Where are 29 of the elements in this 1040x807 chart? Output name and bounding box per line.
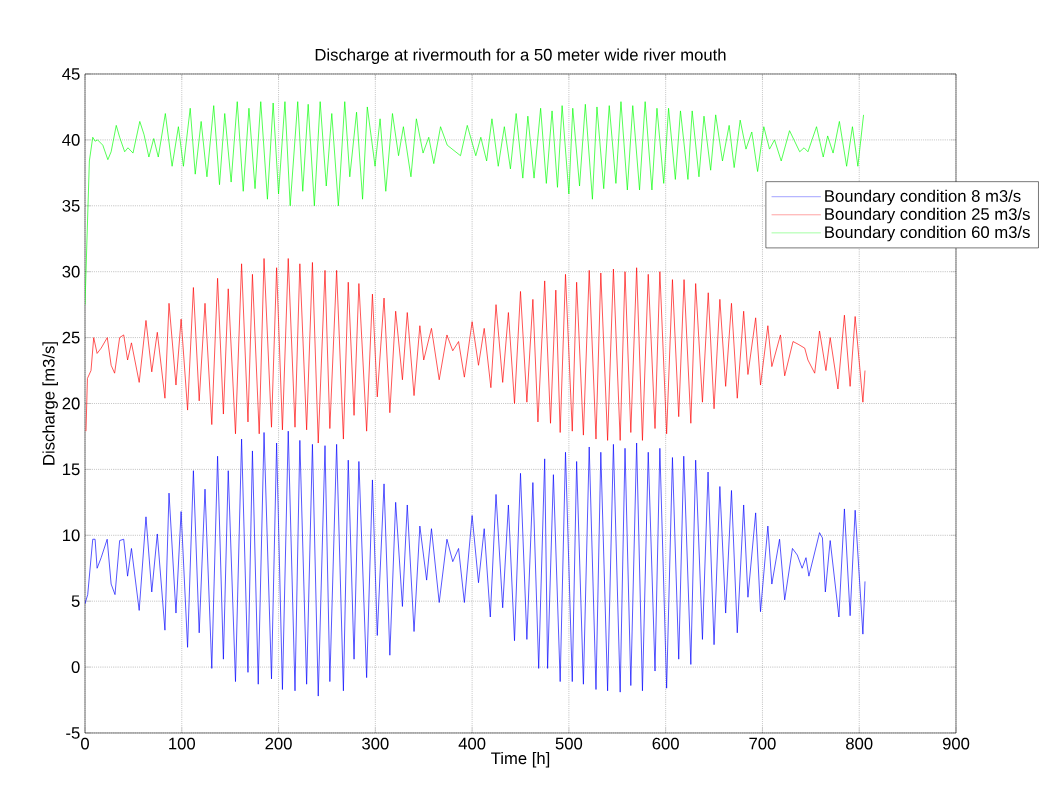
y-axis-title: Discharge [m3/s] [42,342,58,465]
x-tick-label: 200 [265,737,292,750]
line-series [85,258,866,444]
y-tick-label: 30 [62,265,80,278]
x-tick-label: 300 [362,737,389,750]
x-axis-title: Time [h] [491,751,550,768]
y-tick-label: 5 [71,595,80,608]
y-tick-label: 0 [71,661,80,673]
x-tick-label: 0 [81,737,89,750]
x-tick-label: 600 [652,737,679,750]
y-tick-label: 20 [62,397,80,410]
chart-title: Discharge at rivermouth for a 50 meter wide river mouth [315,48,726,64]
x-tick-label: 500 [555,737,583,750]
y-tick-label: -5 [66,727,80,739]
legend-label: Boundary condition 60 m3/s [825,225,1030,242]
x-tick-label: 700 [749,737,776,750]
x-tick-label: 900 [942,737,970,750]
legend-label: Boundary condition 8 m3/s [825,189,1021,206]
x-tick-label: 400 [458,737,486,750]
y-tick-label: 35 [62,199,80,212]
y-tick-label: 40 [62,134,80,146]
legend-label: Boundary condition 25 m3/s [825,207,1030,224]
y-tick-label: 10 [63,529,80,542]
x-tick-label: 800 [846,737,873,750]
line-series [85,430,866,697]
y-tick-label: 15 [63,463,80,476]
y-tick-label: 25 [62,331,80,344]
x-tick-label: 100 [169,737,196,750]
y-tick-label: 45 [62,68,80,80]
